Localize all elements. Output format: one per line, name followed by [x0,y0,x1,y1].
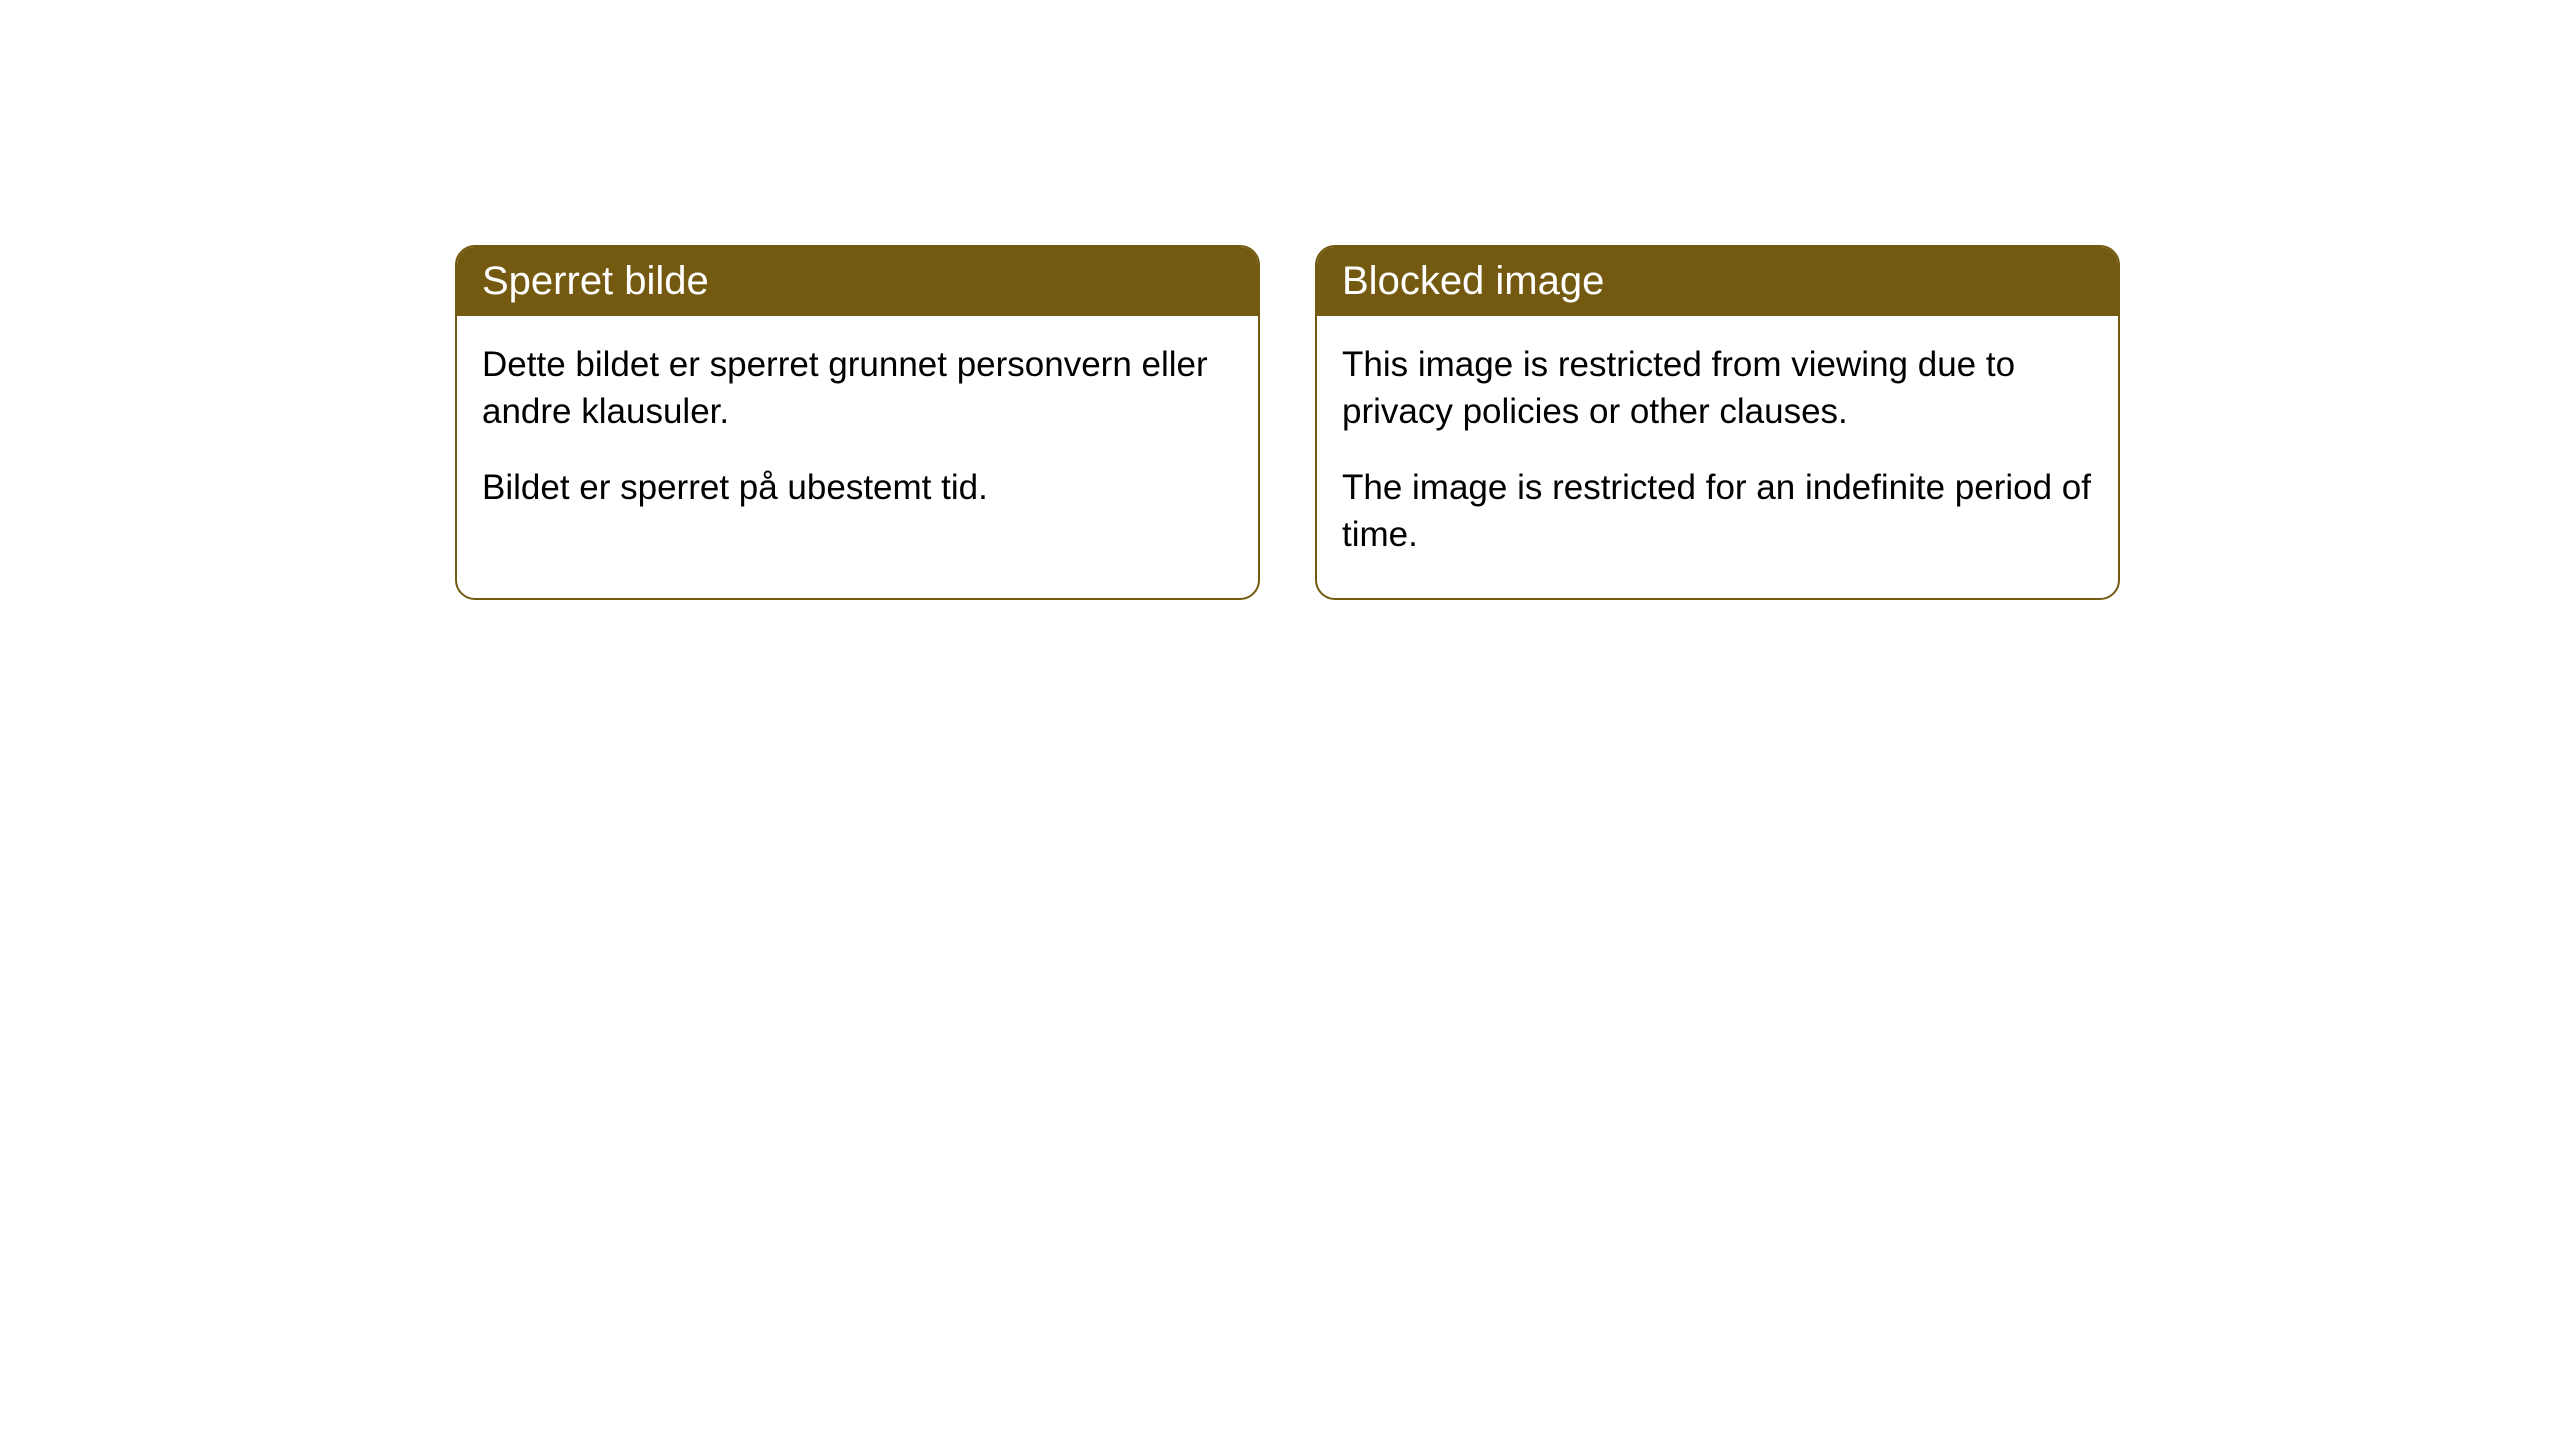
cards-container: Sperret bilde Dette bildet er sperret gr… [455,245,2120,600]
card-title: Blocked image [1342,259,1604,303]
card-title: Sperret bilde [482,259,709,303]
blocked-image-card-english: Blocked image This image is restricted f… [1315,245,2120,600]
blocked-image-card-norwegian: Sperret bilde Dette bildet er sperret gr… [455,245,1260,600]
card-paragraph-2: Bildet er sperret på ubestemt tid. [482,464,1233,511]
card-paragraph-1: Dette bildet er sperret grunnet personve… [482,341,1233,436]
card-header: Blocked image [1317,247,2118,316]
card-paragraph-1: This image is restricted from viewing du… [1342,341,2093,436]
card-body: Dette bildet er sperret grunnet personve… [457,316,1258,551]
card-body: This image is restricted from viewing du… [1317,316,2118,598]
card-header: Sperret bilde [457,247,1258,316]
card-paragraph-2: The image is restricted for an indefinit… [1342,464,2093,559]
